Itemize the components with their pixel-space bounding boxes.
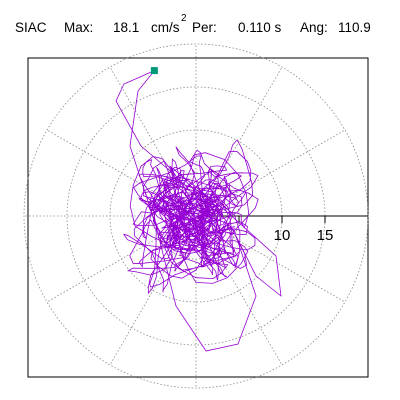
grid-spoke [46, 129, 159, 195]
tick-label: 10 [274, 227, 291, 244]
angle-value: 110.9 [338, 20, 371, 35]
station-code: SIAC [15, 20, 47, 35]
orbit-trace [115, 70, 282, 352]
grid-spoke [233, 237, 346, 303]
peak-marker [150, 67, 158, 75]
grid-spoke [109, 253, 175, 366]
period-value: 0.110 s [238, 20, 282, 35]
grid-spoke [217, 253, 283, 366]
grid-spoke [46, 237, 159, 303]
radial-ticks: 10 15 [238, 216, 334, 244]
grid-spoke [233, 129, 346, 195]
angle-label: Ang: [300, 20, 328, 35]
plot-frame [27, 57, 369, 378]
period-label: Per: [192, 20, 217, 35]
grid-spoke [217, 66, 283, 179]
max-unit: cm/s [151, 20, 180, 35]
max-unit-exponent: 2 [181, 13, 187, 24]
tick-label: 15 [317, 227, 334, 244]
max-value: 18.1 [113, 20, 140, 35]
max-label: Max: [64, 20, 94, 35]
plot-header: SIAC Max: 18.1 cm/s 2 Per: 0.110 s Ang: … [0, 0, 400, 50]
